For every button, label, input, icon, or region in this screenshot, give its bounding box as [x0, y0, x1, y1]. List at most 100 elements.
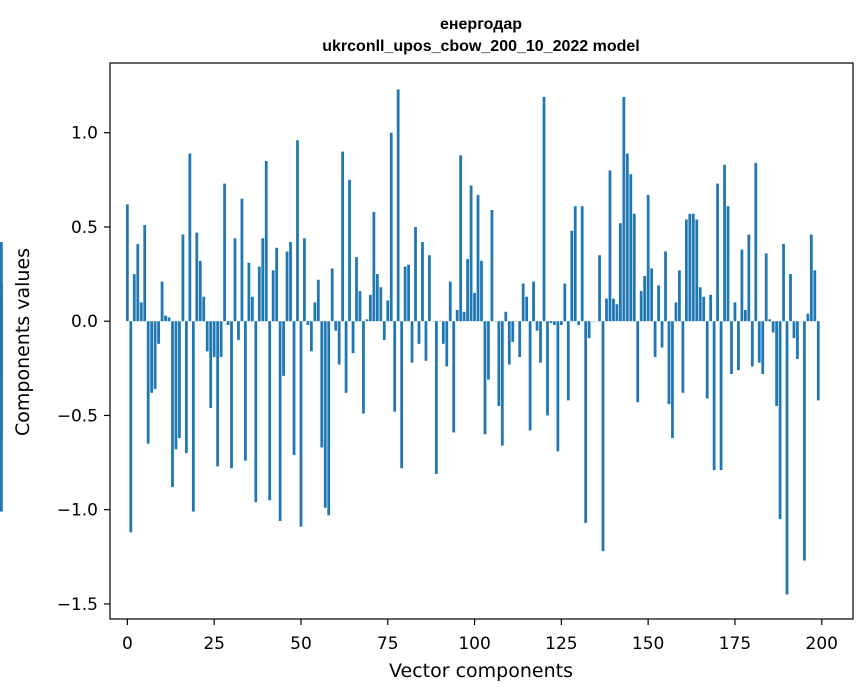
bar-8 [153, 321, 157, 390]
bar-154 [660, 321, 664, 348]
bar-98 [466, 259, 469, 322]
bar-162 [688, 213, 692, 322]
bar-5 [143, 225, 147, 322]
bar-141 [615, 304, 619, 322]
bar-198 [813, 270, 817, 322]
bar-102 [480, 260, 483, 322]
bar-undefined [0, 242, 3, 322]
bar-86 [424, 321, 428, 361]
bar-66 [355, 257, 358, 322]
bar-69 [365, 319, 369, 322]
bar-130 [577, 321, 581, 325]
bar-58 [327, 321, 331, 516]
bar-25 [212, 321, 216, 358]
bar-31 [233, 238, 237, 322]
bar-undefined [0, 321, 3, 376]
bar-24 [209, 321, 213, 408]
bar-84 [417, 321, 421, 344]
bar-37 [254, 321, 258, 503]
bar-28 [223, 183, 226, 322]
bar-181 [754, 162, 758, 322]
bar-152 [653, 321, 657, 358]
x-tick-label: 200 [806, 634, 838, 654]
bar-51 [303, 238, 306, 322]
bar-190 [785, 321, 789, 595]
bar-92 [445, 321, 449, 367]
bar-155 [664, 251, 667, 322]
bar-195 [803, 321, 806, 561]
bar-80 [403, 266, 407, 322]
bar-19 [191, 321, 195, 512]
bar-126 [563, 283, 567, 322]
bar-53 [309, 321, 313, 352]
bar-133 [587, 321, 591, 339]
bar-67 [358, 291, 362, 322]
bar-45 [282, 321, 285, 376]
bar-61 [337, 321, 341, 365]
y-tick-label: 0.0 [71, 312, 98, 332]
bar-157 [671, 321, 674, 439]
bar-138 [605, 298, 608, 322]
bar-36 [250, 296, 254, 322]
bar-1 [129, 321, 133, 533]
y-tick-label: −1.0 [57, 501, 98, 521]
bar-192 [792, 321, 796, 339]
bar-145 [629, 174, 633, 322]
x-tick-label: 75 [377, 634, 399, 654]
bar-158 [674, 302, 678, 322]
bar-47 [289, 242, 292, 322]
x-tick-label: 175 [719, 634, 751, 654]
bar-12 [167, 317, 171, 322]
bar-17 [184, 321, 188, 454]
bar-44 [278, 321, 282, 521]
bar-42 [271, 270, 275, 322]
y-axis-label: Components values [12, 248, 34, 436]
bar-40 [264, 161, 268, 322]
bar-156 [667, 321, 671, 405]
bar-120 [542, 96, 546, 322]
bar-170 [716, 183, 719, 322]
bar-150 [646, 194, 650, 322]
bar-193 [796, 321, 799, 359]
bar-108 [500, 321, 504, 446]
bar-15 [178, 321, 181, 439]
bar-191 [789, 274, 792, 322]
bar-167 [705, 321, 709, 399]
bar-13 [171, 321, 174, 488]
bar-83 [414, 226, 417, 322]
bar-160 [681, 321, 685, 393]
bar-129 [573, 206, 577, 322]
bar-159 [678, 270, 681, 322]
bar-79 [400, 321, 404, 469]
bar-174 [730, 321, 733, 374]
x-tick-label: 100 [458, 634, 490, 654]
bar-55 [316, 279, 320, 322]
bar-166 [702, 296, 706, 322]
bar-46 [285, 251, 289, 322]
bar-35 [247, 262, 251, 322]
bar-87 [428, 255, 431, 322]
bar-163 [691, 213, 695, 322]
plot-frame [109, 62, 854, 620]
bar-82 [410, 321, 414, 363]
bar-113 [518, 321, 522, 358]
bar-196 [806, 313, 810, 322]
bar-18 [188, 153, 192, 322]
bar-183 [761, 321, 765, 374]
bar-33 [240, 198, 244, 322]
bar-186 [771, 321, 775, 333]
bar-164 [695, 219, 699, 322]
bar-43 [275, 247, 279, 322]
bar-127 [566, 321, 570, 401]
x-axis-label: Vector components [389, 660, 573, 682]
bar-34 [244, 321, 247, 461]
bar-52 [306, 321, 310, 325]
bar-144 [625, 153, 629, 322]
x-tick-label: 50 [290, 634, 312, 654]
bar-78 [396, 89, 400, 322]
x-axis-ticks: 0 25 50 75 100 125 150 175 200 [122, 619, 838, 654]
bar-105 [490, 210, 494, 322]
bar-23 [205, 321, 209, 352]
bar-2 [132, 274, 136, 322]
bar-180 [750, 321, 754, 367]
